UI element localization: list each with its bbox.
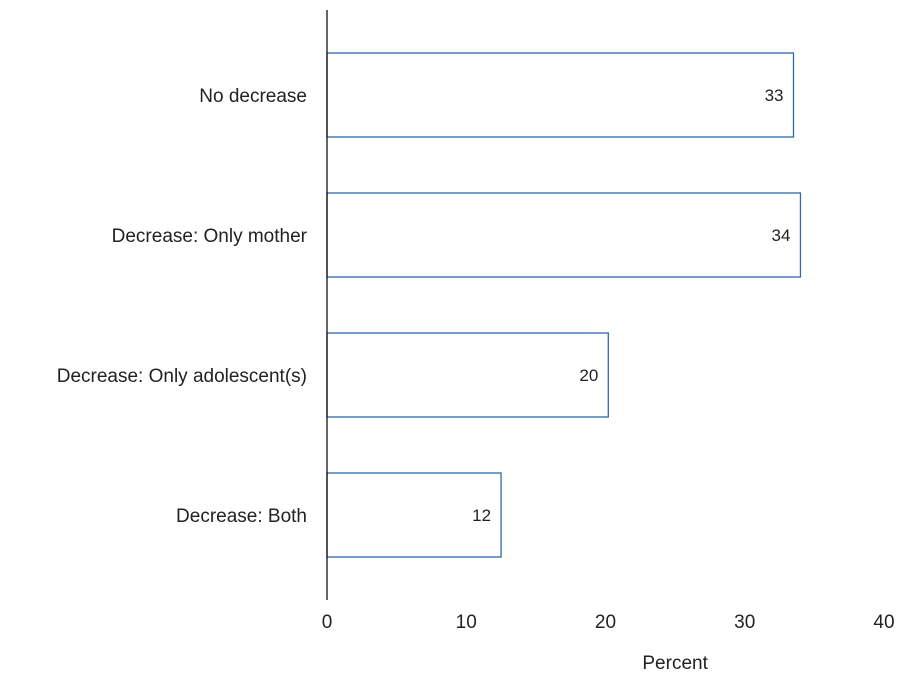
x-tick-label-4: 40	[873, 612, 894, 633]
category-label-0: No decrease	[199, 86, 307, 107]
x-axis-title: Percent	[642, 653, 708, 674]
bar-2	[326, 332, 609, 418]
data-label-0: 33	[765, 86, 784, 105]
bar-1	[326, 192, 802, 278]
bar-0	[326, 52, 795, 138]
x-tick-label-2: 20	[595, 612, 616, 633]
x-tick-labels: 0 10 20 30 40	[322, 612, 895, 633]
category-labels: No decrease Decrease: Only mother Decrease…	[57, 86, 308, 527]
x-tick-label-1: 10	[456, 612, 477, 633]
category-label-2: Decrease: Only adolescent(s)	[57, 366, 307, 387]
category-label-3: Decrease: Both	[176, 506, 307, 527]
data-label-2: 20	[579, 366, 598, 385]
bars-group	[326, 52, 802, 558]
x-tick-label-3: 30	[734, 612, 755, 633]
bar-3	[326, 472, 502, 558]
data-label-1: 34	[772, 226, 791, 245]
category-label-1: Decrease: Only mother	[112, 226, 308, 247]
data-labels: 33 34 20 12	[472, 86, 790, 525]
data-label-3: 12	[472, 506, 491, 525]
x-tick-label-0: 0	[322, 612, 333, 633]
